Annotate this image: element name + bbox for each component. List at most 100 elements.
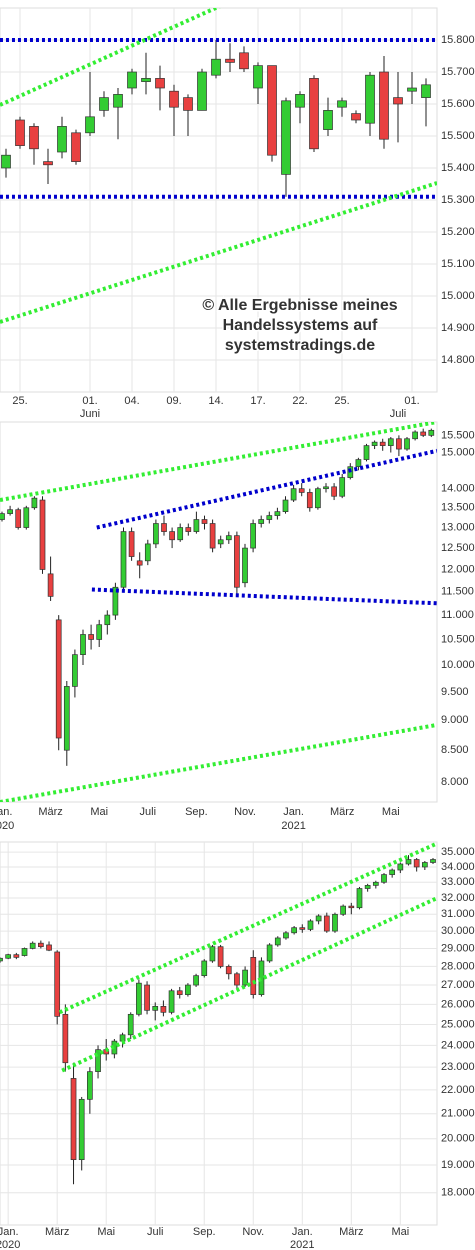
y-tick-label: 13.000 — [441, 521, 475, 533]
x-tick-label: 25. — [12, 395, 27, 407]
x-tick-label: Juli — [140, 806, 157, 818]
x-tick-label: März — [339, 1226, 363, 1238]
candle-body — [96, 624, 103, 640]
candle-body — [299, 927, 306, 930]
y-tick-label: 15.000 — [441, 446, 475, 458]
candle-body — [331, 486, 337, 497]
candle-body — [291, 927, 297, 934]
candle-body — [298, 488, 305, 493]
candle-body — [225, 535, 232, 541]
candle-body — [95, 1049, 101, 1072]
candle-body — [201, 960, 208, 977]
candle-body — [421, 862, 428, 868]
candle-body — [371, 441, 378, 446]
candle-body — [309, 78, 319, 150]
candle-body — [266, 944, 273, 962]
x-tick-label: Juli — [147, 1226, 164, 1238]
candle-body — [112, 586, 119, 616]
candle-body — [0, 957, 3, 962]
candle-body — [404, 438, 410, 450]
candle-body — [7, 509, 13, 514]
candle-body — [155, 78, 165, 89]
candle-body — [136, 560, 143, 566]
y-tick-label: 9.500 — [441, 686, 469, 698]
candle-body — [250, 523, 256, 549]
candle-body — [323, 486, 329, 490]
y-tick-label: 23.000 — [441, 1061, 475, 1073]
candle-body — [15, 509, 22, 528]
candle-body — [365, 74, 375, 124]
candle-body — [113, 94, 123, 108]
y-tick-label: 15.600 — [441, 98, 475, 110]
candle-body — [323, 110, 333, 130]
candle-body — [72, 654, 78, 687]
candle-body — [13, 954, 20, 958]
watermark: Handelssystems auf — [223, 317, 378, 334]
y-tick-label: 30.000 — [441, 925, 475, 937]
candle-body — [29, 942, 36, 949]
y-tick-label: 8.000 — [441, 776, 469, 788]
candle-body — [88, 634, 94, 640]
y-tick-label: 9.000 — [441, 714, 469, 726]
candle-body — [379, 71, 389, 140]
plot-area — [0, 841, 438, 1226]
x-tick-label: 09. — [166, 395, 181, 407]
candle-body — [21, 948, 28, 956]
candle-body — [363, 445, 370, 460]
candle-body — [351, 113, 361, 121]
y-tick-label: 15.000 — [441, 290, 475, 302]
candle-body — [428, 429, 435, 436]
candle-body — [160, 1006, 167, 1013]
candle-body — [267, 65, 277, 156]
candle-body — [136, 982, 142, 1015]
y-tick-label: 28.000 — [441, 960, 475, 972]
y-tick-label: 21.000 — [441, 1108, 475, 1120]
candle-body — [193, 975, 199, 986]
candle-body — [420, 431, 427, 436]
y-tick-label: 15.400 — [441, 162, 475, 174]
y-tick-label: 12.500 — [441, 542, 475, 554]
candle-body — [315, 488, 321, 509]
candle-body — [99, 97, 109, 111]
trend-line — [58, 842, 437, 1015]
candles — [1, 40, 431, 197]
candle-body — [242, 547, 248, 584]
candle-body — [281, 100, 291, 175]
x-tick-sublabel: 2021 — [290, 1239, 314, 1250]
candle-body — [70, 1078, 77, 1161]
candle-body — [234, 535, 240, 588]
y-tick-label: 26.000 — [441, 998, 475, 1010]
x-tick-label: 25. — [334, 395, 349, 407]
candle-body — [337, 100, 347, 108]
y-tick-label: 15.300 — [441, 194, 475, 206]
candle-body — [29, 126, 39, 150]
y-tick-label: 11.500 — [441, 586, 474, 598]
trend-line — [0, 722, 437, 802]
x-tick-label: Mai — [391, 1226, 409, 1238]
candle-body — [176, 990, 183, 995]
candle-body — [127, 1013, 134, 1036]
candle-body — [405, 859, 412, 865]
x-tick-label: Nov. — [242, 1226, 264, 1238]
y-tick-label: 35.000 — [441, 846, 475, 858]
candle-body — [43, 161, 53, 166]
y-tick-label: 15.800 — [441, 34, 475, 46]
candle-body — [407, 87, 417, 92]
candle-body — [104, 614, 111, 626]
candle-body — [0, 513, 5, 520]
candle-body — [266, 515, 273, 520]
candle-body — [381, 874, 387, 883]
candle-body — [54, 951, 61, 1017]
candle-body — [315, 915, 322, 922]
candle-body — [387, 438, 394, 446]
trend-lines — [58, 842, 437, 1073]
y-tick-label: 14.000 — [441, 483, 475, 495]
candle-body — [119, 1034, 126, 1042]
y-tick-label: 27.000 — [441, 979, 475, 991]
y-tick-label: 15.100 — [441, 258, 475, 270]
candle-body — [31, 497, 38, 509]
y-tick-label: 15.500 — [441, 429, 475, 441]
y-tick-label: 14.900 — [441, 322, 475, 334]
candle-body — [169, 531, 175, 541]
candle-body — [201, 519, 208, 524]
